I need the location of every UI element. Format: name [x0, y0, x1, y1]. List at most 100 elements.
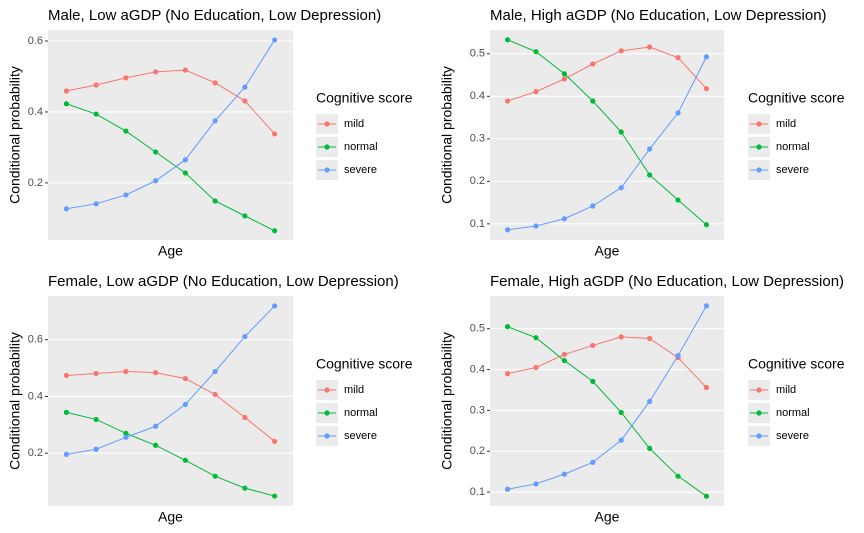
- y-tick-label: 0.2: [28, 177, 43, 189]
- data-point: [182, 457, 188, 463]
- data-point: [272, 37, 278, 43]
- data-point: [533, 364, 539, 371]
- legend-key-point: [324, 433, 330, 439]
- plot-background: [48, 30, 293, 240]
- y-tick-label: 0.4: [28, 390, 43, 402]
- data-point: [504, 37, 511, 43]
- legend-key-point: [756, 387, 762, 393]
- data-point: [533, 335, 539, 341]
- panel: Female, Low aGDP (No Education, Low Depr…: [7, 273, 413, 525]
- data-point: [504, 371, 511, 377]
- panel-title: Male, Low aGDP (No Education, Low Depres…: [48, 7, 381, 24]
- legend-title: Cognitive score: [748, 356, 845, 372]
- y-axis-label: Conditional probability: [7, 66, 23, 204]
- data-point: [703, 54, 710, 60]
- data-point: [93, 370, 99, 377]
- series-line: [507, 39, 707, 226]
- data-point: [561, 76, 567, 82]
- data-point: [123, 368, 129, 375]
- data-point: [533, 223, 539, 229]
- legend-key-point: [756, 144, 762, 150]
- legend-label: normal: [344, 141, 378, 153]
- x-axis-label: Age: [158, 243, 183, 259]
- data-point: [63, 206, 69, 212]
- y-tick-label: 0.3: [470, 404, 485, 416]
- data-point: [272, 438, 278, 444]
- data-point: [561, 71, 567, 77]
- data-point: [647, 172, 653, 178]
- series-line: [507, 46, 707, 102]
- legend-title: Cognitive score: [748, 90, 845, 106]
- data-point: [182, 170, 188, 176]
- legend-label: severe: [344, 430, 377, 442]
- data-point: [533, 89, 539, 95]
- series-line: [507, 305, 707, 490]
- y-tick-label: 0.4: [470, 363, 485, 375]
- panel: Male, Low aGDP (No Education, Low Depres…: [7, 7, 413, 259]
- y-tick-label: 0.6: [28, 35, 43, 47]
- data-point: [561, 357, 567, 364]
- y-tick-label: 0.4: [470, 90, 485, 102]
- legend-key-point: [324, 387, 330, 393]
- legend-title: Cognitive score: [316, 356, 413, 372]
- legend-key-point: [756, 121, 762, 127]
- legend-key-point: [324, 410, 330, 416]
- data-point: [618, 437, 624, 443]
- series-line: [66, 305, 275, 455]
- series-line: [66, 370, 275, 442]
- data-point: [93, 82, 99, 88]
- legend-key-point: [324, 167, 330, 173]
- data-point: [153, 442, 159, 448]
- data-point: [182, 157, 188, 163]
- x-axis-label: Age: [595, 509, 620, 525]
- y-axis-label: Conditional probability: [7, 332, 23, 470]
- legend-key-point: [324, 144, 330, 150]
- data-point: [675, 353, 681, 359]
- data-point: [153, 178, 159, 184]
- data-point: [153, 69, 159, 75]
- data-point: [590, 342, 596, 349]
- data-point: [123, 430, 129, 436]
- panel: Male, High aGDP (No Education, Low Depre…: [439, 7, 845, 259]
- data-point: [153, 423, 159, 429]
- x-axis-label: Age: [595, 243, 620, 259]
- y-tick-label: 0.2: [470, 175, 485, 187]
- plot-background: [48, 296, 293, 506]
- y-tick-label: 0.1: [470, 486, 485, 498]
- data-point: [618, 409, 624, 416]
- data-point: [647, 44, 653, 50]
- data-point: [93, 111, 99, 117]
- y-axis-label: Conditional probability: [439, 66, 455, 204]
- data-point: [212, 198, 218, 204]
- data-point: [618, 334, 624, 340]
- data-point: [647, 335, 653, 342]
- legend-label: mild: [776, 384, 796, 396]
- data-point: [703, 222, 710, 228]
- data-point: [182, 375, 188, 382]
- legend-label: severe: [344, 164, 377, 176]
- plot-background: [490, 296, 724, 506]
- data-point: [242, 333, 248, 340]
- data-point: [123, 434, 129, 440]
- data-point: [533, 49, 539, 55]
- y-tick-label: 0.5: [470, 48, 485, 60]
- data-point: [647, 146, 653, 152]
- y-tick-label: 0.5: [470, 323, 485, 335]
- data-point: [242, 84, 248, 90]
- data-point: [63, 372, 69, 379]
- data-point: [242, 485, 248, 491]
- data-point: [242, 98, 248, 104]
- data-point: [618, 185, 624, 191]
- series-line: [507, 56, 707, 231]
- legend-key-point: [756, 410, 762, 416]
- y-axis-label: Conditional probability: [439, 332, 455, 470]
- panel: Female, High aGDP (No Education, Low Dep…: [439, 273, 845, 525]
- data-point: [590, 61, 596, 67]
- data-point: [182, 401, 188, 408]
- data-point: [703, 303, 710, 309]
- data-point: [675, 197, 681, 203]
- data-point: [561, 351, 567, 358]
- data-point: [212, 368, 218, 375]
- data-point: [212, 118, 218, 124]
